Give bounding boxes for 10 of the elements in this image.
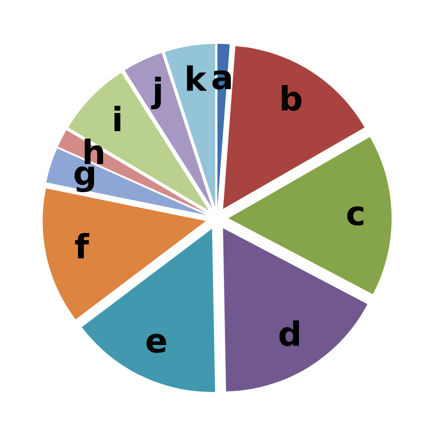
slice-label: c [347,206,364,226]
slice-label: i [114,106,120,132]
slice-label: j [151,76,161,110]
slice-label: g [74,166,94,192]
slice-label: f [75,233,90,258]
slice-label: e [146,334,166,353]
slice-label: h [84,138,104,164]
slice-label: d [279,320,299,346]
slice-label: b [282,85,302,111]
slice-label: k [187,65,208,91]
